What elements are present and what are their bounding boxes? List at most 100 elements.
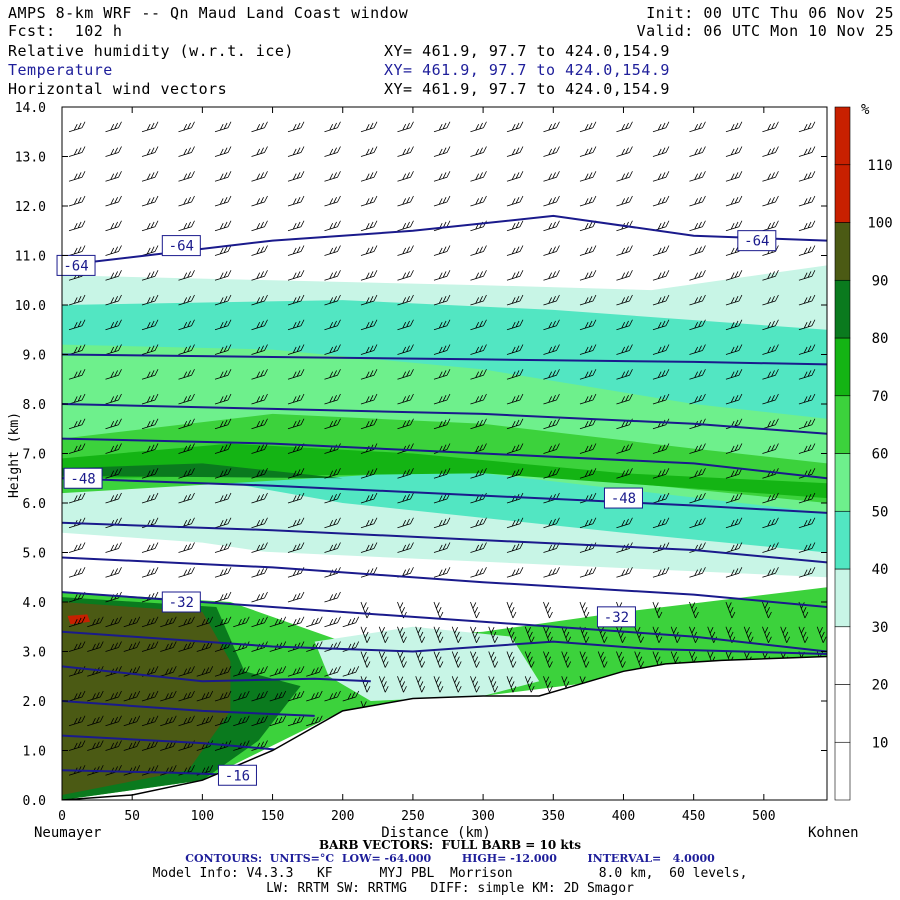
wind-barb <box>798 171 816 182</box>
wind-barb <box>506 676 517 693</box>
wind-barb <box>543 468 560 479</box>
wind-barb <box>762 121 779 133</box>
wind-barb <box>360 220 378 232</box>
colorbar-segment <box>834 741 851 801</box>
wind-barb <box>68 146 86 157</box>
wind-barb <box>470 626 480 643</box>
y-tick-label: 5.0 <box>23 547 46 562</box>
wind-barb <box>68 542 86 553</box>
y-axis-label: Height (km) <box>7 412 22 498</box>
wind-barb <box>287 641 305 652</box>
wind-barb <box>178 517 195 529</box>
wind-barb <box>451 651 462 668</box>
wind-barb <box>214 443 232 454</box>
wind-barb <box>87 765 104 776</box>
wind-barb <box>68 591 86 603</box>
wind-barb <box>470 344 487 355</box>
wind-barb <box>543 567 560 578</box>
wind-barb <box>488 626 499 643</box>
x-tick-label: 500 <box>752 809 775 824</box>
wind-barb <box>68 171 86 182</box>
wind-barb <box>798 542 816 553</box>
wind-barb <box>214 146 232 157</box>
contour-label-text: -32 <box>604 610 629 626</box>
terrain-fill <box>62 656 827 800</box>
wind-barb <box>506 107 509 108</box>
wind-barb <box>616 344 633 355</box>
contour-label-box <box>161 591 201 613</box>
wind-barb <box>287 492 305 504</box>
humidity-band <box>67 614 91 625</box>
wind-barb <box>105 468 122 479</box>
wind-barb <box>251 517 268 529</box>
wind-barb <box>506 567 524 578</box>
wind-barb <box>415 676 426 693</box>
wind-barb <box>378 651 389 668</box>
wind-barb <box>360 468 378 479</box>
wind-barb <box>689 195 706 207</box>
wind-barb <box>87 740 104 751</box>
wind-barb <box>762 195 779 207</box>
wind-barb <box>178 567 195 578</box>
wind-barb <box>743 626 754 643</box>
wind-barb <box>178 715 195 727</box>
wind-barb <box>324 220 341 232</box>
x-tick-label: 400 <box>612 809 635 824</box>
wind-barb <box>543 121 560 133</box>
wind-barb <box>287 690 305 702</box>
wind-barb <box>105 517 122 529</box>
wind-barb <box>178 418 195 430</box>
wind-barb <box>105 270 122 281</box>
wind-barb <box>251 591 268 603</box>
wind-barb <box>397 393 414 405</box>
wind-barb <box>433 651 444 668</box>
wind-barb <box>324 418 341 430</box>
wind-barb <box>123 690 141 702</box>
wind-barb <box>597 626 608 643</box>
wind-barb <box>178 220 195 232</box>
wind-barb <box>762 418 779 430</box>
wind-barb <box>251 369 268 380</box>
wind-barb <box>360 121 378 133</box>
wind-barb <box>433 107 436 108</box>
wind-barb <box>251 195 268 207</box>
wind-barb <box>214 195 232 207</box>
wind-barb <box>397 651 407 668</box>
wind-barb <box>160 715 177 727</box>
y-tick-label: 2.0 <box>23 695 46 710</box>
wind-barb <box>178 443 195 454</box>
wind-barb <box>652 171 670 182</box>
wind-barb <box>579 146 597 157</box>
wind-barb <box>178 616 195 628</box>
wind-barb <box>68 393 86 405</box>
wind-barb <box>762 626 772 643</box>
wind-barb <box>762 344 779 355</box>
wind-barb <box>506 468 524 479</box>
temperature-contour <box>62 591 827 653</box>
wind-barb <box>652 369 670 380</box>
wind-barb <box>762 245 779 256</box>
humidity-band <box>62 463 343 479</box>
wind-barb <box>178 641 195 652</box>
contour-label-box <box>217 764 257 786</box>
temperature-contour <box>62 630 827 655</box>
wind-barb <box>68 369 86 380</box>
wind-barb <box>506 418 524 430</box>
wind-barb <box>689 492 706 504</box>
wind-barb <box>123 616 141 628</box>
wind-barb <box>141 393 159 405</box>
contour-label: -48 <box>603 487 643 509</box>
wind-barb <box>68 517 86 529</box>
wind-barb <box>214 641 232 652</box>
wind-barb <box>214 344 232 355</box>
wind-barb <box>160 740 177 751</box>
wind-barb <box>762 270 779 281</box>
wind-barb <box>762 107 764 108</box>
wind-barb <box>105 107 107 108</box>
wind-barb <box>251 418 268 430</box>
wind-barb <box>105 542 122 553</box>
wind-barb <box>725 121 743 133</box>
y-tick-label: 7.0 <box>23 448 46 463</box>
wind-barb <box>105 393 122 405</box>
temperature-contour <box>62 353 827 366</box>
